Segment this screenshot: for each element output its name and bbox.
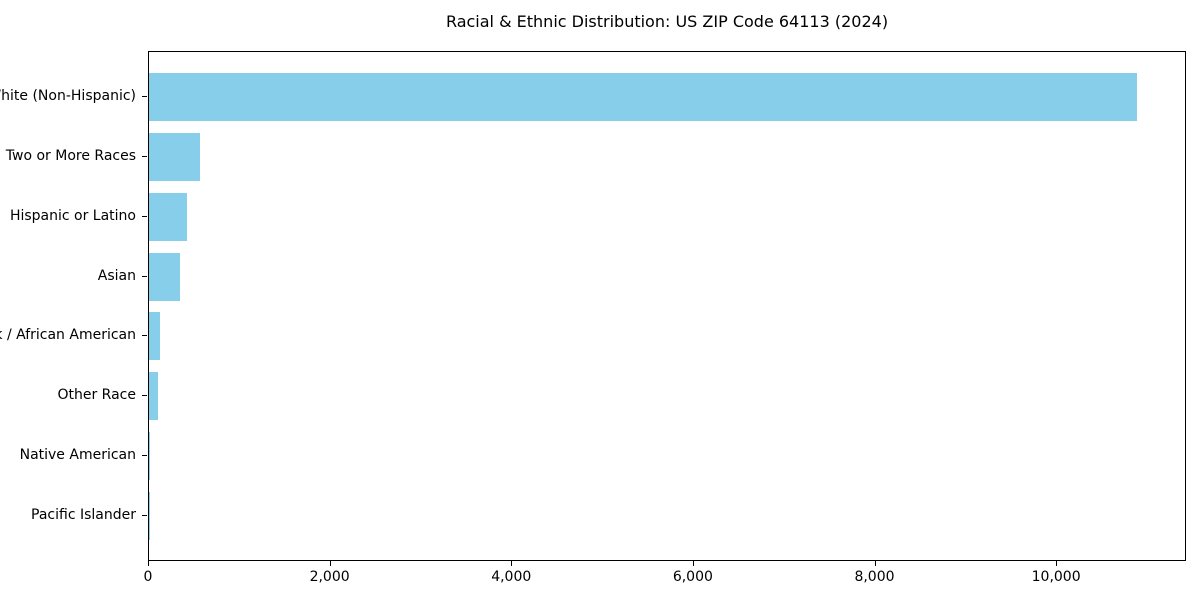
category-label: White (Non-Hispanic) — [0, 88, 136, 104]
x-tick-label: 10,000 — [1031, 569, 1081, 585]
category-label: Two or More Races — [5, 147, 136, 164]
category-label: Asian — [97, 267, 136, 284]
bar — [149, 192, 188, 241]
category-label: Pacific Islander — [31, 506, 136, 523]
category-label: Native American — [19, 447, 136, 464]
x-tick-label: 4,000 — [491, 569, 532, 585]
bar — [149, 132, 200, 181]
y-tick-mark — [142, 455, 147, 457]
bar — [149, 372, 159, 421]
x-tick-label: 6,000 — [672, 569, 713, 585]
x-tick-mark — [874, 561, 876, 566]
y-tick-mark — [142, 215, 147, 217]
y-tick-mark — [142, 275, 147, 277]
chart-title: Racial & Ethnic Distribution: US ZIP Cod… — [445, 12, 889, 31]
x-tick-mark — [148, 561, 149, 566]
y-tick-mark — [142, 155, 147, 157]
x-tick-mark — [511, 561, 513, 566]
y-tick-mark — [142, 96, 147, 97]
bar — [149, 432, 151, 481]
plot-area — [148, 51, 1186, 561]
category-label: Black / African American — [0, 327, 136, 344]
y-tick-mark — [142, 335, 147, 337]
bar — [149, 73, 1138, 121]
y-tick-mark — [142, 514, 147, 516]
x-tick-mark — [1056, 561, 1058, 566]
x-tick-mark — [329, 561, 331, 566]
x-tick-label: 8,000 — [854, 569, 895, 585]
x-tick-mark — [692, 561, 694, 566]
category-label: Hispanic or Latino — [9, 207, 136, 224]
bar — [149, 312, 160, 361]
category-label: Other Race — [57, 387, 136, 404]
bar — [149, 252, 180, 301]
x-tick-label: 0 — [143, 569, 153, 585]
x-tick-label: 2,000 — [309, 569, 350, 585]
y-tick-mark — [142, 395, 147, 397]
